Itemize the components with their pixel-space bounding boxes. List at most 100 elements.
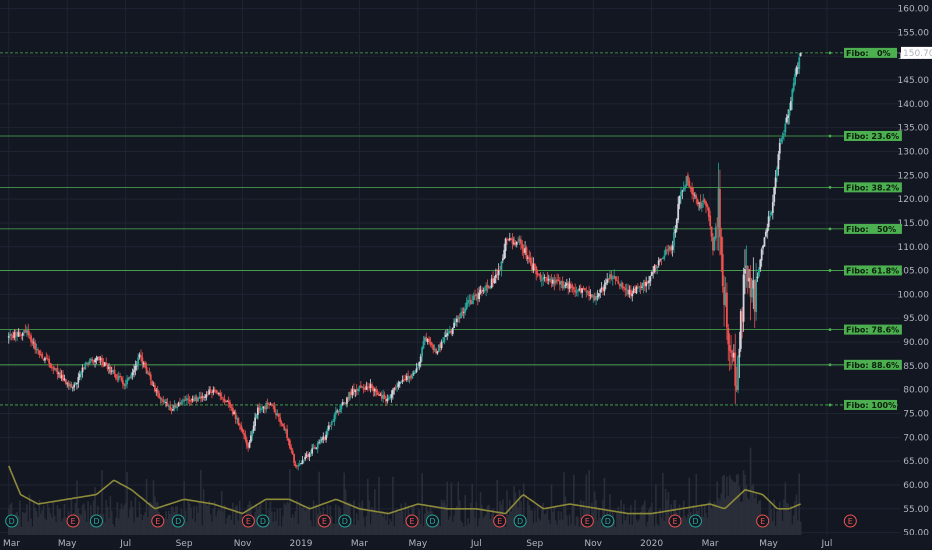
- candle-body: [138, 354, 141, 358]
- candle-body: [770, 212, 773, 216]
- candle-body: [457, 317, 460, 319]
- candle-body: [110, 371, 113, 373]
- dividend-marker-label: D: [93, 517, 99, 526]
- candle-body: [430, 342, 433, 346]
- candle-body: [550, 279, 553, 284]
- candle-body: [621, 282, 624, 288]
- candle-body: [769, 215, 771, 218]
- volume-bar: [389, 518, 391, 535]
- volume-bar: [417, 521, 419, 535]
- candle-body: [222, 398, 224, 400]
- volume-bar: [287, 503, 290, 535]
- candle-body: [447, 332, 450, 334]
- candle-body: [208, 389, 211, 395]
- candle-body: [144, 362, 147, 368]
- fibonacci-label-bg: [844, 182, 902, 193]
- candle-body: [212, 389, 215, 393]
- candle-body: [247, 444, 250, 448]
- price-axis[interactable]: 50.00 55.00 60.00 65.00 70.00 75.00 80.00 85.00…: [898, 0, 932, 550]
- candle-body: [536, 273, 539, 275]
- volume-bar: [80, 514, 82, 535]
- time-tick-label: Jul: [821, 539, 833, 549]
- candle-body: [760, 249, 763, 261]
- dividend-marker: [171, 514, 185, 528]
- candle-body: [46, 358, 49, 360]
- volume-bar: [31, 526, 34, 535]
- volume-bar: [308, 505, 311, 535]
- candle-body: [614, 276, 617, 280]
- volume-bar: [170, 506, 173, 535]
- volume-bar: [742, 470, 745, 535]
- candle-body: [98, 356, 101, 360]
- candle-body: [675, 219, 678, 229]
- volume-bar: [195, 505, 198, 535]
- volume-bar: [213, 501, 216, 535]
- candle-body: [241, 429, 244, 433]
- candle-body: [211, 391, 213, 393]
- candle-body: [321, 439, 323, 441]
- price-tick-label: 95.00: [903, 314, 929, 324]
- volume-bar: [607, 522, 610, 535]
- candle-body: [766, 227, 769, 233]
- candle-body: [778, 142, 781, 154]
- volume-bar: [545, 513, 547, 535]
- volume-bar: [574, 525, 576, 535]
- fibonacci-label-bg: [844, 223, 902, 234]
- volume-bar: [261, 522, 263, 535]
- candle-body: [685, 176, 688, 187]
- candle-body: [553, 279, 556, 284]
- candle-body: [394, 387, 397, 389]
- volume-bar: [385, 520, 387, 535]
- volume-bar: [234, 506, 237, 535]
- candle-body: [565, 283, 568, 286]
- candle-body: [596, 296, 599, 298]
- volume-bar: [635, 519, 638, 535]
- candle-body: [578, 288, 581, 291]
- volume-bar: [78, 514, 81, 535]
- volume-bar: [34, 507, 37, 535]
- volume-bar: [219, 510, 222, 535]
- candle-body: [165, 402, 167, 403]
- candle-body: [756, 276, 759, 279]
- last-price-label: 150.70: [901, 46, 932, 59]
- candle-body: [382, 394, 385, 399]
- volume-bar: [631, 524, 634, 535]
- volume-bar: [735, 474, 738, 535]
- volume-bar: [81, 505, 84, 535]
- candle-body: [574, 289, 577, 293]
- candle-body: [147, 372, 149, 374]
- volume-bar: [314, 526, 316, 535]
- volume-bar: [145, 479, 148, 535]
- time-axis[interactable]: Mar May Jul Sep Nov 2019 Mar May Jul Sep Nov 2020 Ma…: [0, 535, 932, 550]
- volume-bar: [38, 499, 41, 535]
- candle-body: [10, 334, 13, 336]
- volume-bar: [482, 517, 485, 535]
- candle-body: [746, 265, 749, 282]
- volume-bar: [706, 517, 709, 535]
- candle-body: [455, 318, 458, 323]
- candle-body: [582, 287, 585, 290]
- candle-body: [77, 377, 80, 383]
- candle-body: [205, 394, 208, 398]
- volume-bar: [481, 505, 483, 535]
- volume-bar: [166, 519, 169, 535]
- candle-body: [771, 202, 774, 213]
- volume-bar: [303, 505, 305, 535]
- candle-body: [557, 280, 560, 281]
- candle-body: [561, 281, 564, 289]
- candle-body: [391, 389, 394, 395]
- volume-bar: [35, 511, 38, 535]
- volume-bar: [442, 502, 444, 535]
- dividend-marker-label: D: [175, 517, 181, 526]
- candle-body: [774, 177, 777, 188]
- candle-body: [663, 255, 666, 259]
- volume-bar: [42, 505, 45, 535]
- candle-body: [59, 372, 62, 379]
- volume-bar: [598, 508, 600, 535]
- volume-bar: [236, 504, 238, 535]
- volume-bar: [518, 489, 521, 535]
- volume-bar: [439, 525, 441, 535]
- volume-bar: [318, 471, 320, 535]
- candle-body: [293, 454, 295, 463]
